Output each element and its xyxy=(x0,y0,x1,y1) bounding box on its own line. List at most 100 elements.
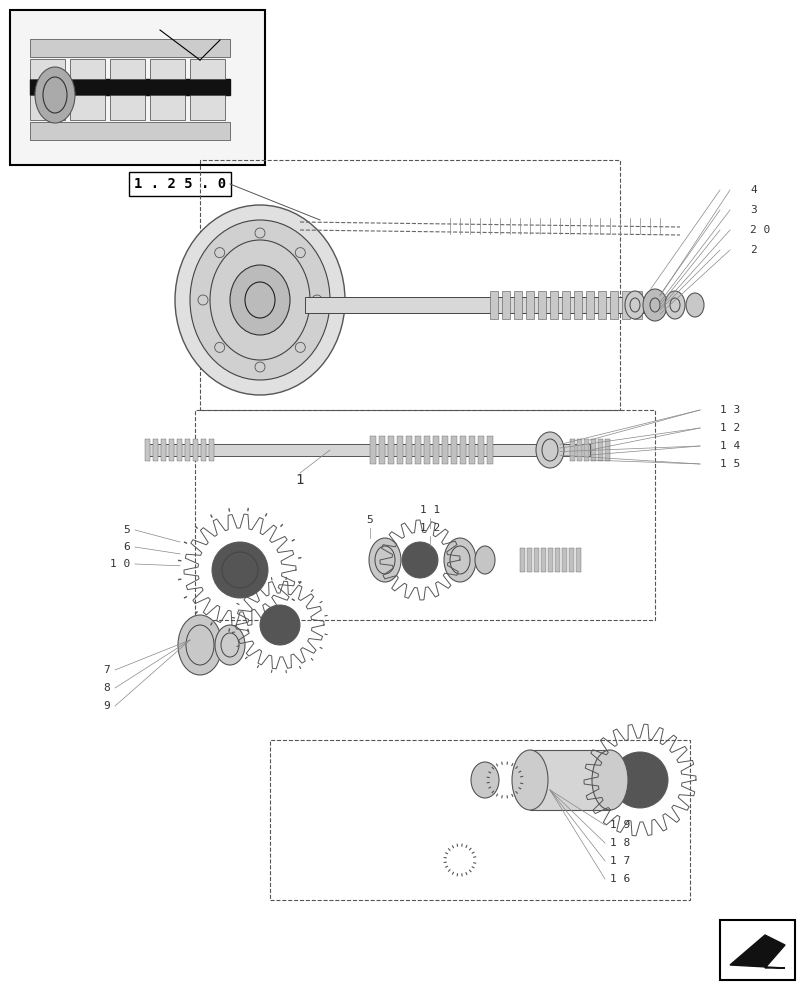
Bar xyxy=(609,291,617,319)
Ellipse shape xyxy=(624,291,644,319)
Ellipse shape xyxy=(474,546,495,574)
Bar xyxy=(30,79,230,95)
Ellipse shape xyxy=(444,538,475,582)
Bar xyxy=(200,160,620,410)
Bar xyxy=(161,439,165,461)
Text: 1 9: 1 9 xyxy=(609,820,629,830)
Bar xyxy=(190,59,225,79)
Bar xyxy=(109,95,145,120)
Bar xyxy=(561,291,569,319)
Ellipse shape xyxy=(470,762,499,798)
Text: 5: 5 xyxy=(367,515,373,525)
Bar xyxy=(534,548,539,572)
Bar xyxy=(554,548,560,572)
Bar xyxy=(478,436,483,464)
Bar xyxy=(487,436,492,464)
Bar xyxy=(208,439,214,461)
Bar xyxy=(70,95,105,120)
Ellipse shape xyxy=(175,205,345,395)
Bar xyxy=(526,291,534,319)
Text: 7: 7 xyxy=(103,665,109,675)
Bar xyxy=(586,291,594,319)
Text: 6: 6 xyxy=(123,542,130,552)
Bar xyxy=(152,439,158,461)
Bar xyxy=(460,436,466,464)
Bar xyxy=(193,439,198,461)
Bar xyxy=(388,436,393,464)
Ellipse shape xyxy=(35,67,75,123)
Bar xyxy=(513,291,521,319)
Ellipse shape xyxy=(368,538,401,582)
Bar xyxy=(185,439,190,461)
Bar xyxy=(190,95,225,120)
Bar xyxy=(150,95,185,120)
Bar xyxy=(177,439,182,461)
Bar xyxy=(305,297,659,313)
FancyBboxPatch shape xyxy=(129,172,230,196)
Bar xyxy=(597,291,605,319)
Text: 1 4: 1 4 xyxy=(719,441,740,451)
Bar xyxy=(540,548,545,572)
Circle shape xyxy=(212,542,268,598)
Ellipse shape xyxy=(664,291,684,319)
Bar xyxy=(109,59,145,79)
Text: 3: 3 xyxy=(749,205,756,215)
Text: 1 0: 1 0 xyxy=(109,559,130,569)
Bar xyxy=(397,436,402,464)
Bar xyxy=(577,439,581,461)
Bar xyxy=(379,436,384,464)
Bar xyxy=(561,548,566,572)
Ellipse shape xyxy=(685,293,703,317)
Bar xyxy=(597,439,603,461)
Text: 4: 4 xyxy=(749,185,756,195)
Polygon shape xyxy=(729,935,784,968)
Bar xyxy=(501,291,509,319)
Bar xyxy=(270,740,689,900)
Bar xyxy=(432,436,439,464)
Ellipse shape xyxy=(230,265,290,335)
Text: 2 0: 2 0 xyxy=(749,225,770,235)
Bar xyxy=(573,291,581,319)
Ellipse shape xyxy=(642,289,666,321)
Bar xyxy=(538,291,545,319)
Bar xyxy=(583,439,588,461)
Bar xyxy=(145,439,150,461)
Bar xyxy=(575,548,581,572)
Bar xyxy=(621,291,629,319)
Bar xyxy=(169,439,174,461)
Text: 1 1: 1 1 xyxy=(419,505,440,515)
Text: 5: 5 xyxy=(123,525,130,535)
Text: 1: 1 xyxy=(295,473,304,487)
Bar xyxy=(10,10,264,165)
Bar xyxy=(469,436,474,464)
Bar xyxy=(30,39,230,57)
Text: 1 3: 1 3 xyxy=(719,405,740,415)
Bar xyxy=(450,436,457,464)
Text: 9: 9 xyxy=(103,701,109,711)
Bar xyxy=(519,548,525,572)
Bar xyxy=(145,444,590,456)
Text: 1 6: 1 6 xyxy=(609,874,629,884)
Bar xyxy=(547,548,552,572)
Ellipse shape xyxy=(535,432,564,468)
Ellipse shape xyxy=(178,615,221,675)
Bar xyxy=(530,750,609,810)
Circle shape xyxy=(260,605,299,645)
Bar xyxy=(489,291,497,319)
Bar xyxy=(590,439,595,461)
Bar xyxy=(719,920,794,980)
Bar xyxy=(633,291,642,319)
Bar xyxy=(569,439,574,461)
Text: 2: 2 xyxy=(749,245,756,255)
Text: 1 7: 1 7 xyxy=(609,856,629,866)
Text: 1 2: 1 2 xyxy=(419,523,440,533)
Bar xyxy=(569,548,573,572)
Bar xyxy=(201,439,206,461)
Bar xyxy=(604,439,609,461)
Bar xyxy=(406,436,411,464)
Text: 1 . 2 5 . 0: 1 . 2 5 . 0 xyxy=(134,177,225,191)
Bar xyxy=(526,548,531,572)
Bar xyxy=(414,436,420,464)
Circle shape xyxy=(401,542,437,578)
Bar xyxy=(30,95,65,120)
